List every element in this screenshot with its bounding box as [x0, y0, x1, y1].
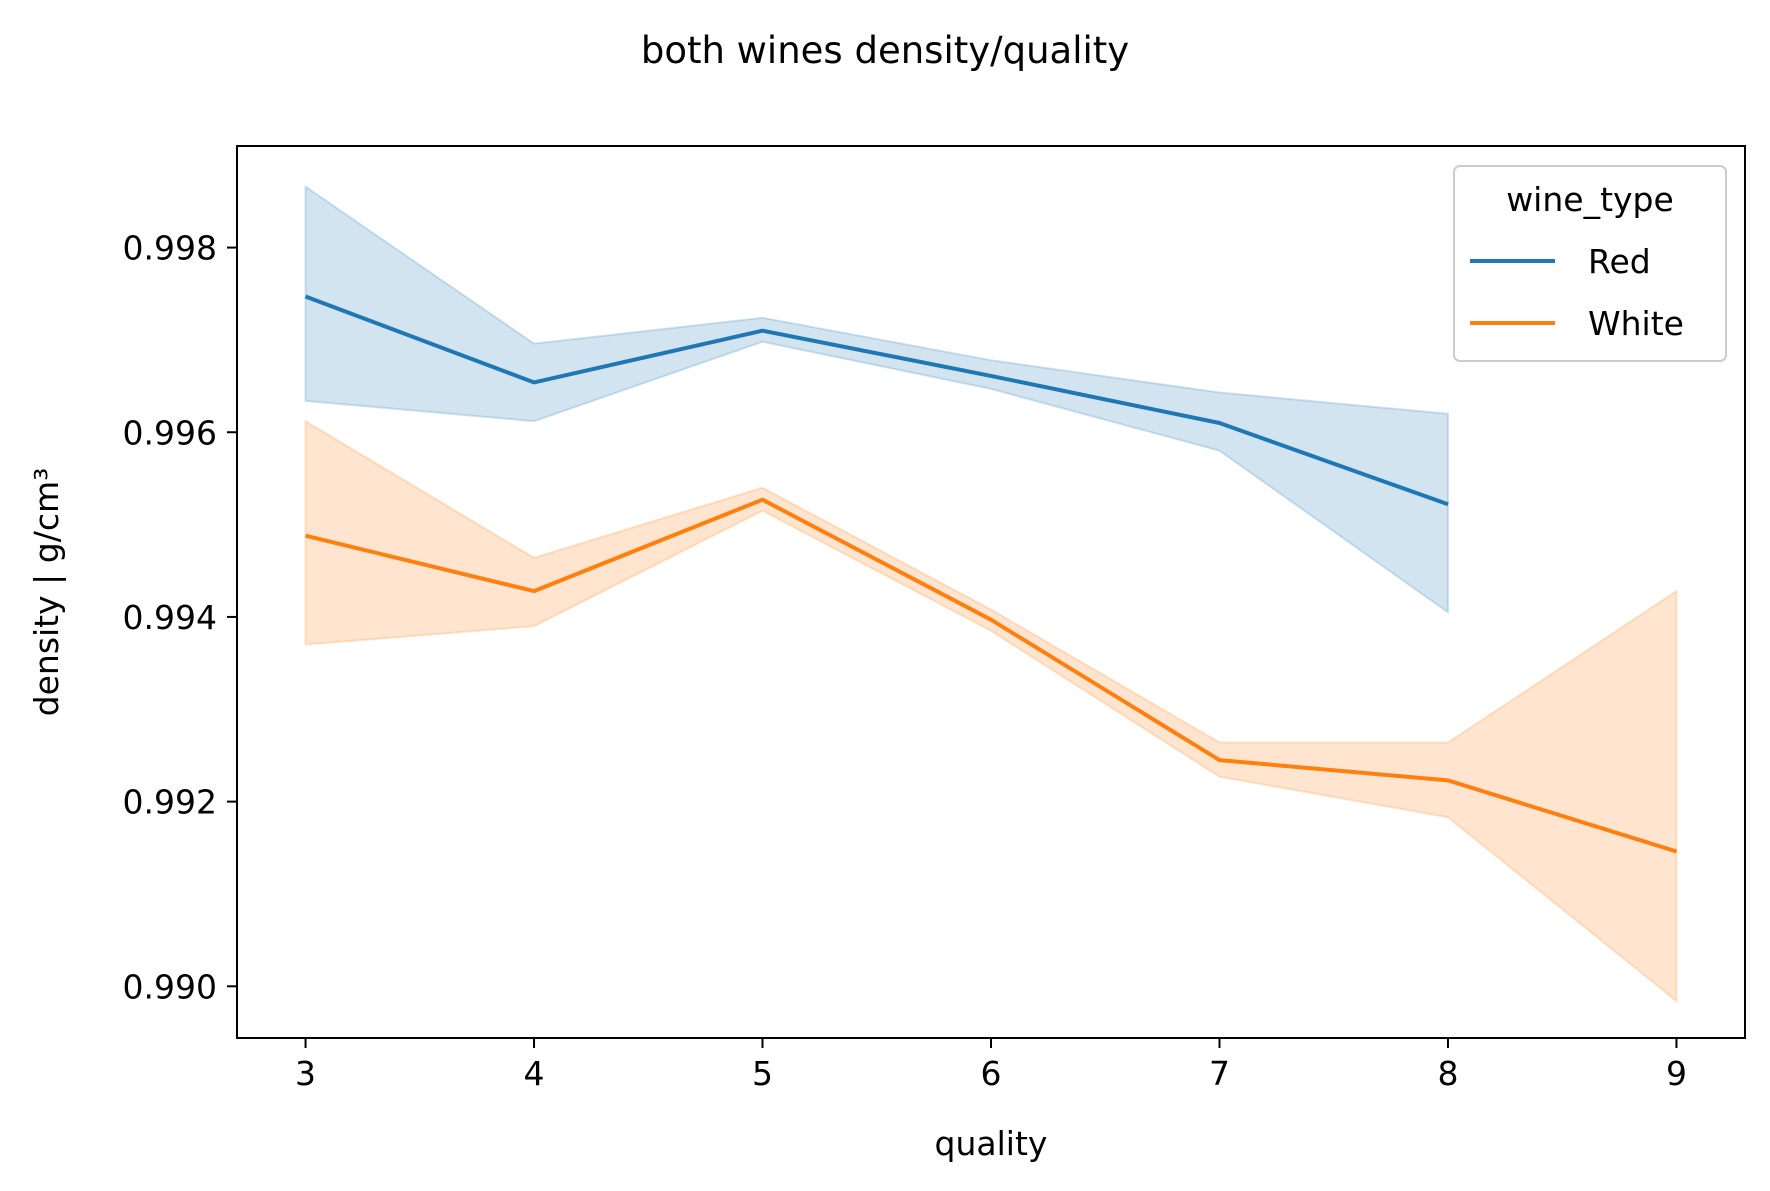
chart-title: both wines density/quality	[641, 29, 1129, 72]
y-tick-label: 0.994	[123, 598, 217, 637]
y-tick-label: 0.992	[123, 783, 217, 822]
x-axis-ticks: 3 4 5 6 7 8 9	[295, 1038, 1687, 1093]
y-tick-label: 0.996	[123, 413, 217, 452]
x-tick-label: 4	[524, 1054, 545, 1093]
series-line-red	[304, 294, 1449, 507]
y-tick-label: 0.990	[123, 967, 217, 1006]
y-tick-label: 0.998	[123, 229, 217, 268]
x-tick-label: 6	[981, 1054, 1002, 1093]
legend: wine_type Red White	[1453, 165, 1727, 362]
y-axis-ticks: 0.990 0.992 0.994 0.996 0.998	[123, 229, 237, 1006]
x-tick-label: 8	[1437, 1054, 1458, 1093]
legend-label-red: Red	[1588, 242, 1651, 281]
y-axis-label: density | g/cm³	[27, 468, 66, 717]
x-axis-label: quality	[935, 1124, 1048, 1163]
confidence-bands	[304, 184, 1678, 1004]
legend-title: wine_type	[1506, 180, 1674, 219]
x-tick-label: 5	[752, 1054, 773, 1093]
x-tick-label: 7	[1209, 1054, 1230, 1093]
legend-box	[1453, 165, 1727, 362]
ci-band-red	[304, 184, 1449, 615]
ci-band-white	[304, 419, 1678, 1004]
x-tick-label: 3	[295, 1054, 316, 1093]
series-line-white	[305, 497, 1678, 854]
series-lines	[304, 294, 1678, 854]
legend-label-white: White	[1588, 304, 1684, 343]
x-tick-label: 9	[1666, 1054, 1687, 1093]
